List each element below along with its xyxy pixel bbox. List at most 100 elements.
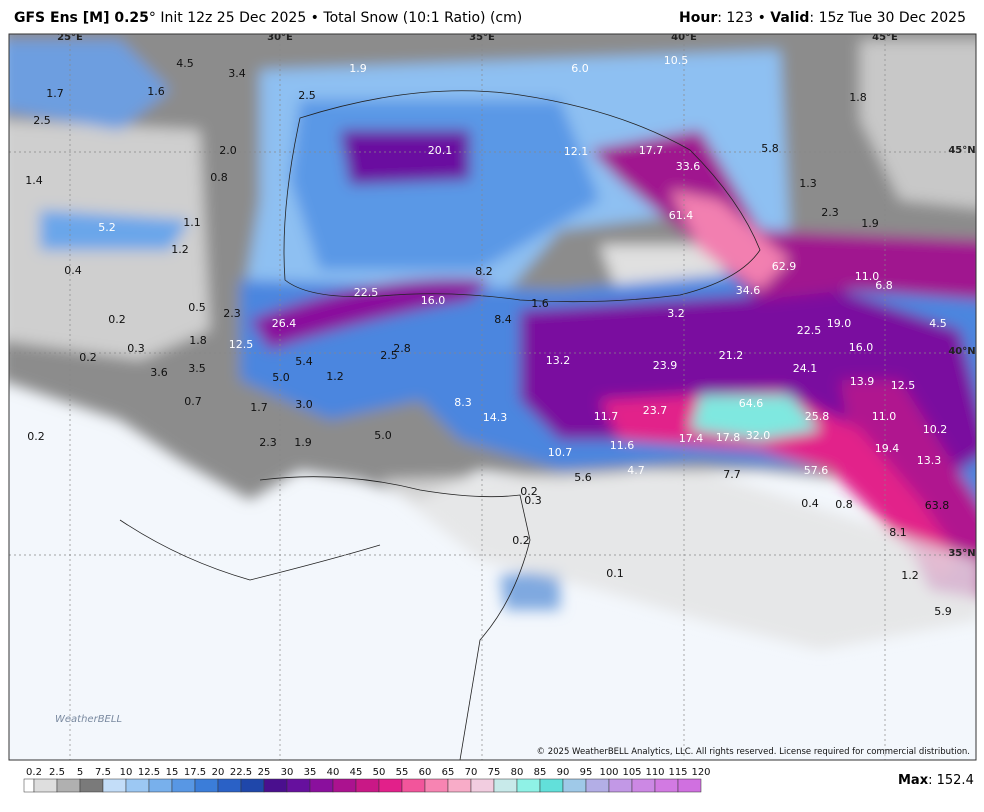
colorbar-cell <box>562 778 587 793</box>
colorbar-cell <box>125 778 150 793</box>
colorbar-tick: 5 <box>77 767 83 778</box>
colorbar-cell <box>79 778 104 793</box>
snow-value: 0.2 <box>79 351 97 364</box>
snow-value: 1.6 <box>531 297 549 310</box>
map-frame <box>8 33 977 761</box>
snow-value: 1.4 <box>25 174 43 187</box>
snow-value: 8.3 <box>454 396 472 409</box>
colorbar-cell <box>447 778 472 793</box>
snow-value: 63.8 <box>925 499 950 512</box>
max-label: Max <box>898 773 929 788</box>
colorbar-tick: 95 <box>580 767 593 778</box>
snow-value: 2.0 <box>219 144 237 157</box>
max: Max: 152.4 <box>898 773 974 788</box>
snow-value: 5.6 <box>574 471 592 484</box>
snow-value: 4.5 <box>176 57 194 70</box>
colorbar-tick: 55 <box>396 767 409 778</box>
colorbar-tick: 20 <box>212 767 225 778</box>
snow-value: 1.7 <box>46 87 64 100</box>
colorbar-tick: 75 <box>488 767 501 778</box>
colorbar-cell <box>33 778 58 793</box>
grid-label: 25°E <box>57 32 83 43</box>
colorbar-cell <box>539 778 564 793</box>
snow-value: 11.0 <box>872 410 897 423</box>
snow-value: 0.2 <box>520 485 538 498</box>
copyright: © 2025 WeatherBELL Analytics, LLC. All r… <box>537 747 970 757</box>
snow-value: 6.8 <box>875 279 893 292</box>
colorbar-tick: 35 <box>304 767 317 778</box>
snow-value: 0.5 <box>188 301 206 314</box>
colorbar-cell <box>424 778 449 793</box>
graticule <box>9 34 976 760</box>
snow-value: 61.4 <box>669 209 694 222</box>
snow-value: 11.6 <box>610 439 635 452</box>
colorbar-cell <box>631 778 656 793</box>
colorbar-tick: 0.2 <box>26 767 42 778</box>
snow-value: 0.8 <box>835 498 853 511</box>
snow-field <box>9 34 976 650</box>
snow-value: 2.5 <box>33 114 51 127</box>
subtitle: ° Init 12z 25 Dec 2025 • Total Snow (10:… <box>149 10 522 26</box>
snow-value: 0.2 <box>108 313 126 326</box>
snow-value: 4.7 <box>627 464 645 477</box>
colorbar-cell <box>332 778 357 793</box>
snow-value: 1.2 <box>326 370 344 383</box>
colorbar-cell <box>516 778 541 793</box>
snow-value: 57.6 <box>804 464 829 477</box>
snow-value: 0.7 <box>184 395 202 408</box>
snow-value: 16.0 <box>849 341 874 354</box>
valid-label: Valid <box>770 10 809 26</box>
snow-value: 1.9 <box>861 217 879 230</box>
colorbar-tick: 105 <box>622 767 641 778</box>
grid-label: 30°E <box>267 32 293 43</box>
colorbar-tick: 30 <box>281 767 294 778</box>
grid-label: 40°E <box>671 32 697 43</box>
snow-value: 3.2 <box>667 307 685 320</box>
snow-value: 5.0 <box>374 429 392 442</box>
snow-value: 2.5 <box>380 349 398 362</box>
snow-value: 0.1 <box>606 567 624 580</box>
snow-value: 12.5 <box>891 379 916 392</box>
grid-label: 45°E <box>872 32 898 43</box>
grid-label: 35°N <box>948 548 975 559</box>
snow-value: 10.7 <box>548 446 573 459</box>
map: 25°E 30°E 35°E 40°E 45°E 45°N 40°N 35°N 4.5 3.4 1.… <box>9 32 976 760</box>
snow-value: 3.4 <box>228 67 246 80</box>
colorbar-cell <box>355 778 380 793</box>
colorbar-cell <box>263 778 288 793</box>
snow-value: 0.8 <box>210 171 228 184</box>
colorbar-tick: 7.5 <box>95 767 111 778</box>
snow-value: 33.6 <box>676 160 701 173</box>
snow-value: 8.1 <box>889 526 907 539</box>
colorbar-tick: 60 <box>419 767 432 778</box>
snow-value: 17.7 <box>639 144 664 157</box>
snow-value: 13.3 <box>917 454 942 467</box>
grid-label: 40°N <box>948 346 975 357</box>
colorbar-cell <box>217 778 242 793</box>
colorbar-tick: 90 <box>557 767 570 778</box>
snow-value: 0.2 <box>27 430 45 443</box>
colorbar-tick: 45 <box>350 767 363 778</box>
grid-label: 45°N <box>948 145 975 156</box>
colorbar-cell <box>286 778 311 793</box>
colorbar-cell <box>56 778 81 793</box>
snow-value: 0.4 <box>64 264 82 277</box>
colorbar-tick: 10 <box>120 767 133 778</box>
snow-value: 4.5 <box>929 317 947 330</box>
snow-value: 8.2 <box>475 265 493 278</box>
hour-value: : 123 • <box>717 10 770 26</box>
snow-value: 3.6 <box>150 366 168 379</box>
colorbar-cell <box>102 778 127 793</box>
snow-value: 20.1 <box>428 144 453 157</box>
colorbar-cell <box>654 778 679 793</box>
snow-value: 24.1 <box>793 362 818 375</box>
snow-value: 17.4 <box>679 432 704 445</box>
snow-value: 0.4 <box>801 497 819 510</box>
snow-value: 10.2 <box>923 423 948 436</box>
snow-value: 7.7 <box>723 468 741 481</box>
colorbar-cell <box>194 778 219 793</box>
colorbar-cell <box>585 778 610 793</box>
colorbar-cell <box>677 778 702 793</box>
colorbar-tick: 65 <box>442 767 455 778</box>
